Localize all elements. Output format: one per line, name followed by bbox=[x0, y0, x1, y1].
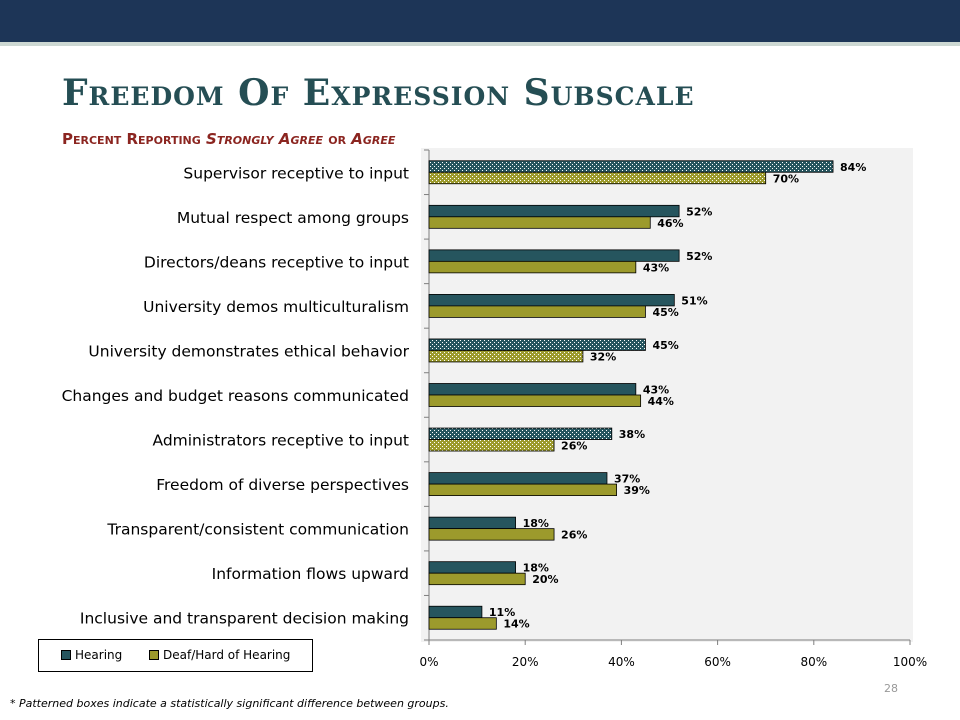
category-label: Directors/deans receptive to input bbox=[144, 253, 409, 271]
category-label: University demos multiculturalism bbox=[143, 298, 409, 316]
bar-hearing bbox=[428, 338, 646, 351]
page-subtitle: Percent Reporting Strongly Agree or Agre… bbox=[62, 130, 395, 148]
x-tick-label: 80% bbox=[800, 655, 827, 669]
legend-item-deaf: Deaf/Hard of Hearing bbox=[149, 648, 290, 662]
subtitle-part-4: Agree bbox=[351, 130, 396, 148]
category-label: Information flows upward bbox=[212, 565, 409, 583]
bar-hearing bbox=[428, 204, 680, 218]
data-label-deaf: 32% bbox=[590, 350, 616, 363]
data-label-deaf: 26% bbox=[561, 440, 587, 453]
bar-deaf bbox=[428, 528, 555, 541]
bar-deaf bbox=[428, 171, 767, 185]
chart-legend: Hearing Deaf/Hard of Hearing bbox=[38, 639, 313, 672]
data-label-deaf: 20% bbox=[532, 573, 558, 586]
footnote: * Patterned boxes indicate a statistical… bbox=[10, 697, 449, 710]
category-label: Freedom of diverse perspectives bbox=[156, 476, 409, 494]
x-tick-label: 100% bbox=[893, 655, 927, 669]
bar-hearing bbox=[428, 561, 516, 574]
legend-item-hearing: Hearing bbox=[61, 648, 122, 662]
bar-deaf bbox=[428, 617, 497, 630]
category-label: Inclusive and transparent decision makin… bbox=[80, 610, 409, 628]
bar-deaf bbox=[428, 483, 617, 496]
legend-label-deaf: Deaf/Hard of Hearing bbox=[163, 648, 291, 662]
x-tick-label: 60% bbox=[704, 655, 731, 669]
bar-hearing bbox=[428, 605, 483, 619]
bar-hearing bbox=[428, 383, 637, 396]
category-label: Mutual respect among groups bbox=[177, 209, 409, 227]
category-label: Transparent/consistent communication bbox=[106, 521, 409, 539]
data-label-deaf: 44% bbox=[648, 395, 674, 408]
bar-hearing bbox=[428, 427, 613, 440]
category-label: Changes and budget reasons communicated bbox=[62, 387, 409, 405]
bar-hearing bbox=[428, 472, 608, 485]
bar-deaf bbox=[428, 260, 637, 274]
top-banner bbox=[0, 0, 960, 42]
page-title: Freedom Of Expression Subscale bbox=[62, 72, 695, 114]
bar-deaf bbox=[428, 350, 584, 363]
page-number: 28 bbox=[884, 682, 898, 695]
bar-deaf bbox=[428, 572, 526, 586]
category-label: Administrators receptive to input bbox=[152, 432, 409, 450]
legend-label-hearing: Hearing bbox=[75, 648, 123, 662]
legend-swatch-deaf bbox=[149, 650, 159, 660]
bar-deaf bbox=[428, 305, 646, 318]
data-label-deaf: 39% bbox=[624, 484, 650, 497]
data-label-hearing: 18% bbox=[523, 517, 549, 530]
data-label-hearing: 52% bbox=[686, 205, 712, 218]
bar-deaf bbox=[428, 394, 642, 407]
bar-hearing bbox=[428, 516, 516, 530]
data-label-hearing: 37% bbox=[614, 473, 640, 486]
data-label-deaf: 43% bbox=[643, 261, 669, 274]
data-label-hearing: 43% bbox=[643, 384, 669, 397]
subtitle-part-2: Strongly Agree bbox=[206, 130, 323, 148]
data-label-hearing: 18% bbox=[523, 562, 549, 575]
subtitle-part-1: Percent Reporting bbox=[62, 130, 207, 148]
x-tick-label: 40% bbox=[608, 655, 635, 669]
bar-deaf bbox=[428, 439, 555, 452]
x-tick-label: 0% bbox=[419, 655, 438, 669]
data-label-hearing: 84% bbox=[840, 161, 866, 174]
data-label-hearing: 38% bbox=[619, 428, 645, 441]
x-tick-label: 20% bbox=[512, 655, 539, 669]
bar-hearing bbox=[428, 249, 680, 262]
category-label: Supervisor receptive to input bbox=[183, 164, 409, 182]
data-label-deaf: 26% bbox=[561, 529, 587, 542]
data-label-hearing: 11% bbox=[489, 606, 515, 619]
data-label-deaf: 45% bbox=[652, 306, 678, 319]
subtitle-part-3: or bbox=[323, 130, 352, 148]
bar-deaf bbox=[428, 216, 651, 229]
data-label-hearing: 52% bbox=[686, 250, 712, 263]
legend-swatch-hearing bbox=[61, 650, 71, 660]
bar-hearing bbox=[428, 160, 834, 173]
top-banner-rule bbox=[0, 42, 960, 46]
data-label-hearing: 45% bbox=[652, 339, 678, 352]
data-label-deaf: 14% bbox=[503, 618, 529, 631]
data-label-deaf: 46% bbox=[657, 217, 683, 230]
bar-hearing bbox=[428, 294, 675, 307]
data-label-hearing: 51% bbox=[681, 294, 707, 307]
category-label: University demonstrates ethical behavior bbox=[88, 342, 409, 360]
data-label-deaf: 70% bbox=[773, 172, 799, 185]
